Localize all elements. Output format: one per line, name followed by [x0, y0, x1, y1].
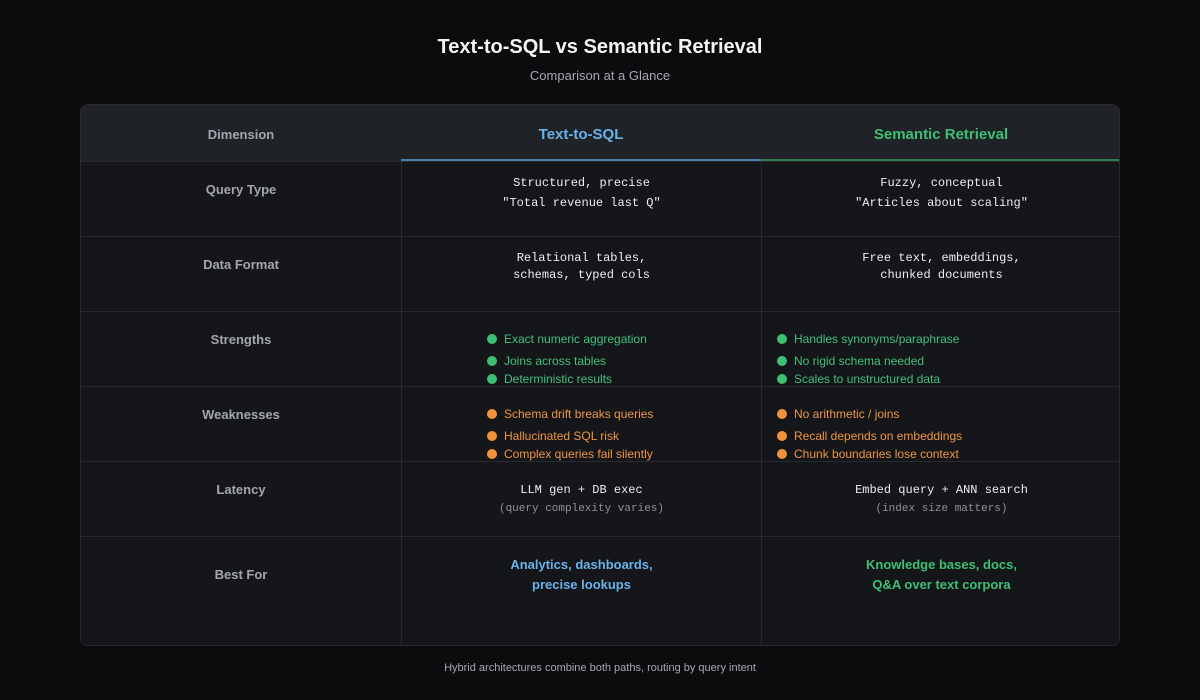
sql-best-for-line: Analytics, dashboards, [402, 555, 761, 575]
green-bullet-icon [777, 374, 787, 384]
semantic-strengths-list: Handles synonyms/paraphrase No rigid sch… [777, 332, 959, 386]
green-bullet-icon [777, 356, 787, 366]
semantic-latency-note: (index size matters) [762, 503, 1120, 515]
semantic-data-format-line: Free text, embeddings, [762, 251, 1120, 265]
orange-bullet-icon [487, 409, 497, 419]
green-bullet-icon [487, 356, 497, 366]
sql-weaknesses-list: Schema drift breaks queries Hallucinated… [487, 407, 653, 461]
list-item: Exact numeric aggregation [487, 332, 647, 354]
semantic-latency: Embed query + ANN search [762, 483, 1120, 497]
green-bullet-icon [487, 374, 497, 384]
row-label: Query Type [81, 182, 401, 197]
green-bullet-icon [777, 334, 787, 344]
orange-bullet-icon [487, 431, 497, 441]
sql-data-format-line: Relational tables, [402, 251, 761, 265]
row-label: Weaknesses [81, 407, 401, 422]
row-best-for: Best For Analytics, dashboards, precise … [81, 536, 1120, 645]
row-label: Latency [81, 482, 401, 497]
row-data-format: Data Format Relational tables, schemas, … [81, 236, 1120, 311]
header-semantic-retrieval: Semantic Retrieval [761, 105, 1120, 161]
row-query-type: Query Type Structured, precise "Total re… [81, 161, 1120, 236]
sql-query-type-example: "Total revenue last Q" [402, 196, 761, 210]
semantic-weaknesses-list: No arithmetic / joins Recall depends on … [777, 407, 962, 461]
sql-latency: LLM gen + DB exec [402, 483, 761, 497]
row-strengths: Strengths Exact numeric aggregation Join… [81, 311, 1120, 386]
row-label: Best For [81, 567, 401, 582]
sql-data-format-line: schemas, typed cols [402, 268, 761, 282]
page-title: Text-to-SQL vs Semantic Retrieval [0, 36, 1200, 59]
orange-bullet-icon [777, 431, 787, 441]
sql-best-for-line: precise lookups [402, 575, 761, 595]
list-item: No arithmetic / joins [777, 407, 962, 429]
green-bullet-icon [487, 334, 497, 344]
orange-bullet-icon [777, 449, 787, 459]
list-item: Chunk boundaries lose context [777, 447, 962, 461]
semantic-best-for-line: Knowledge bases, docs, [762, 555, 1120, 575]
semantic-query-type-example: "Articles about scaling" [762, 196, 1120, 210]
table-header: Dimension Text-to-SQL Semantic Retrieval [81, 105, 1120, 161]
footer-note: Hybrid architectures combine both paths,… [0, 662, 1200, 674]
semantic-data-format-line: chunked documents [762, 268, 1120, 282]
orange-bullet-icon [487, 449, 497, 459]
orange-bullet-icon [777, 409, 787, 419]
header-text-to-sql: Text-to-SQL [401, 105, 761, 161]
list-item: Deterministic results [487, 372, 647, 386]
list-item: Complex queries fail silently [487, 447, 653, 461]
header-dimension: Dimension [81, 105, 401, 161]
comparison-table: Dimension Text-to-SQL Semantic Retrieval… [80, 104, 1120, 646]
row-weaknesses: Weaknesses Schema drift breaks queries H… [81, 386, 1120, 461]
row-label: Strengths [81, 332, 401, 347]
sql-strengths-list: Exact numeric aggregation Joins across t… [487, 332, 647, 386]
semantic-best-for-line: Q&A over text corpora [762, 575, 1120, 595]
page-subtitle: Comparison at a Glance [0, 68, 1200, 83]
list-item: Handles synonyms/paraphrase [777, 332, 959, 354]
semantic-query-type-line: Fuzzy, conceptual [762, 176, 1120, 190]
list-item: Scales to unstructured data [777, 372, 959, 386]
sql-latency-note: (query complexity varies) [402, 503, 761, 515]
sql-query-type-line: Structured, precise [402, 176, 761, 190]
row-label: Data Format [81, 257, 401, 272]
row-latency: Latency LLM gen + DB exec (query complex… [81, 461, 1120, 536]
list-item: Schema drift breaks queries [487, 407, 653, 429]
